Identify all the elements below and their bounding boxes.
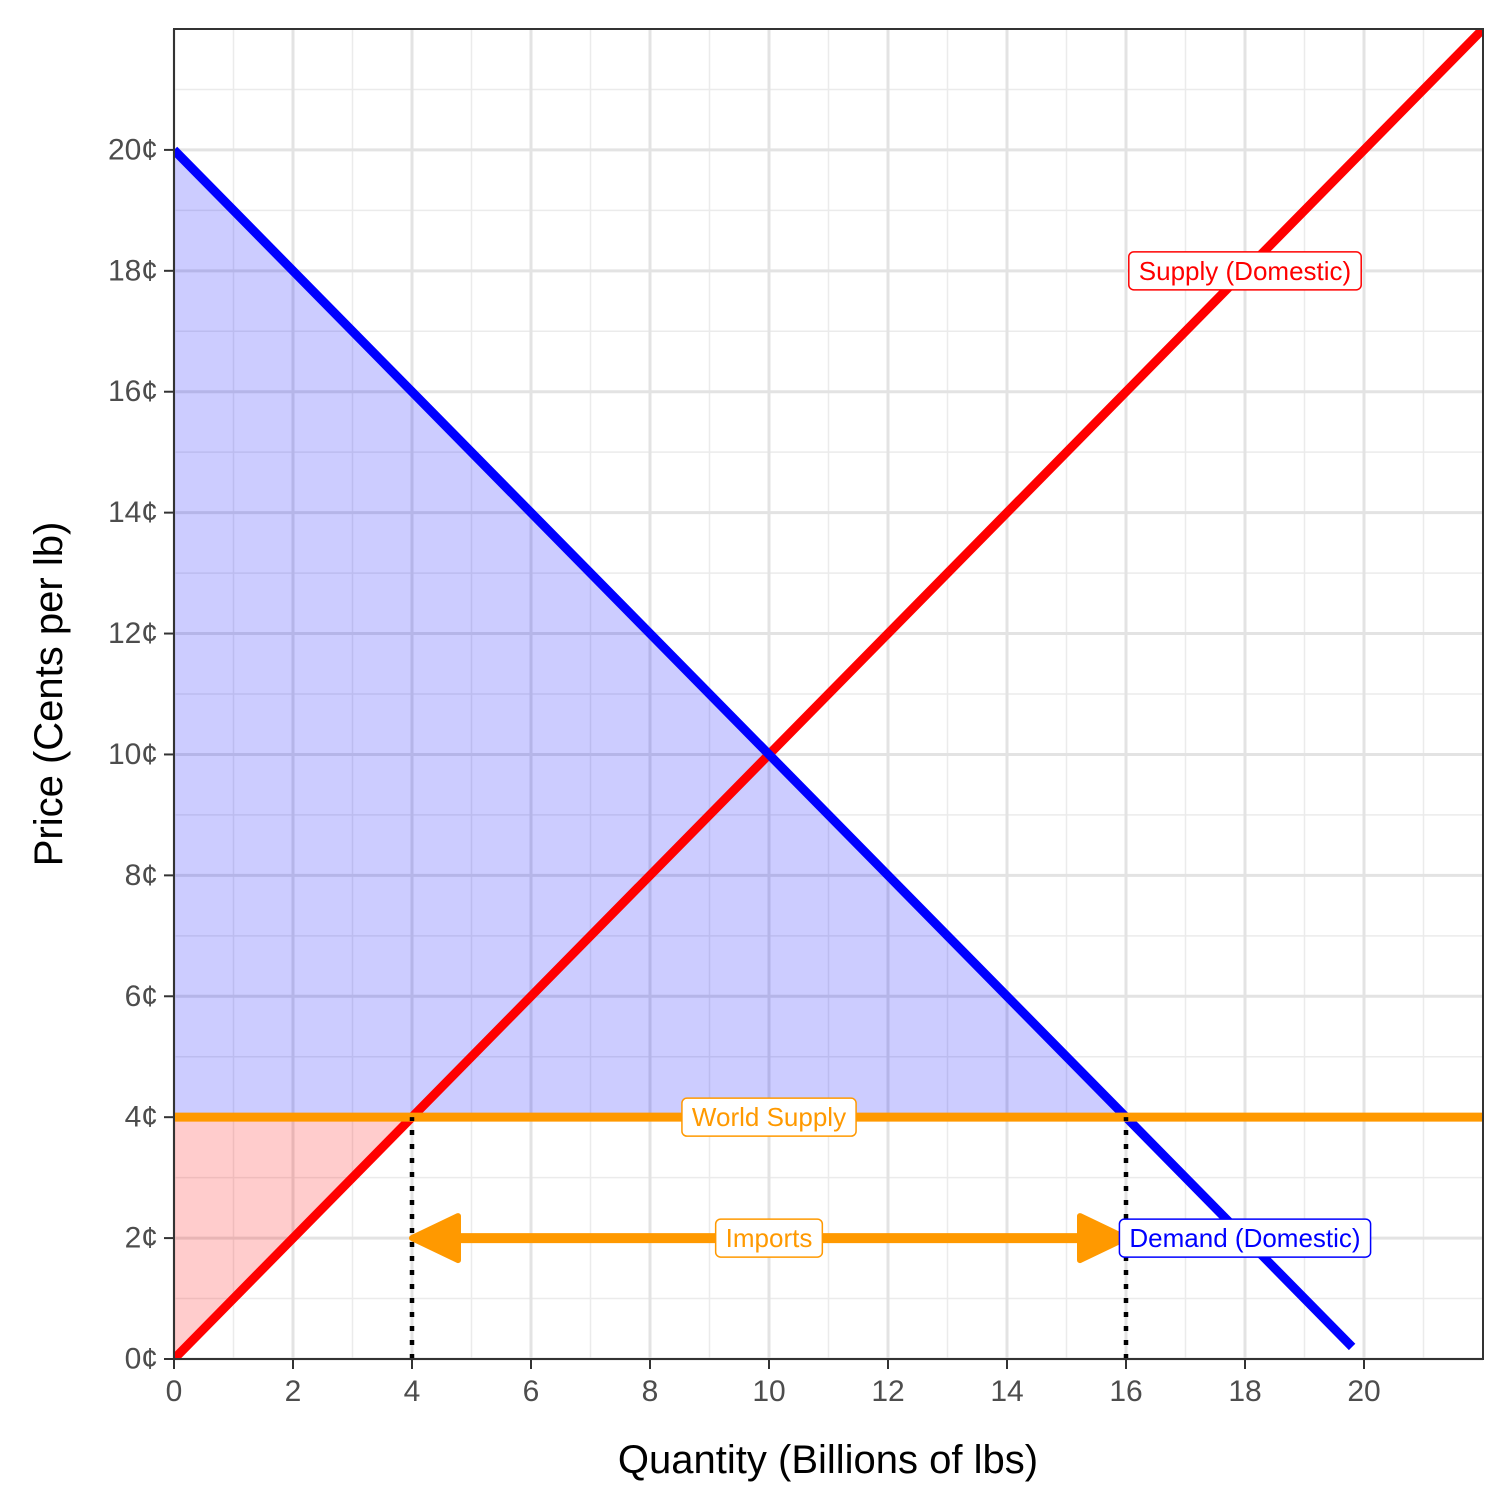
supply-domestic-label: Supply (Domestic) <box>1128 251 1362 291</box>
imports-arrow-head-left <box>409 1213 461 1264</box>
y-tick-label: 6¢ <box>125 980 158 1013</box>
annotation-labels: Supply (Domestic) World Supply Imports Dema… <box>681 251 1372 1258</box>
y-tick-label: 0¢ <box>125 1343 158 1376</box>
panel-border <box>173 28 1484 1360</box>
y-tick-label: 18¢ <box>108 254 158 287</box>
supply-domestic-label-box <box>1128 251 1362 291</box>
imports-label: Imports <box>714 1218 824 1258</box>
y-tick-label: 16¢ <box>108 375 158 408</box>
imports-label-box <box>714 1218 824 1258</box>
x-tick-label: 8 <box>642 1375 659 1408</box>
y-tick-label: 2¢ <box>125 1222 158 1255</box>
demand-domestic-label-text: Demand (Domestic) <box>1129 1223 1360 1253</box>
y-tick-label: 12¢ <box>108 617 158 650</box>
demand-domestic-label-box <box>1118 1218 1372 1258</box>
y-tick-label: 20¢ <box>108 133 158 166</box>
world-supply-label-text: World Supply <box>692 1102 846 1132</box>
x-tick-label: 18 <box>1228 1375 1261 1408</box>
demand-domestic-line <box>174 146 1356 1351</box>
x-tick-label: 2 <box>285 1375 302 1408</box>
imports-arrow-head-right <box>1077 1213 1129 1264</box>
x-tick-label: 16 <box>1109 1375 1142 1408</box>
x-axis-title: Quantity (Billions of lbs) <box>618 1438 1038 1482</box>
x-tick-label: 10 <box>752 1375 785 1408</box>
y-tick-label: 4¢ <box>125 1101 158 1134</box>
supply-domestic-line <box>174 29 1483 1359</box>
y-tick-label: 14¢ <box>108 496 158 529</box>
y-tick-label: 10¢ <box>108 738 158 771</box>
world-supply-label-box <box>681 1097 857 1137</box>
x-tick-label: 12 <box>871 1375 904 1408</box>
x-tick-label: 6 <box>523 1375 540 1408</box>
x-tick-label: 4 <box>404 1375 421 1408</box>
supply-domestic-label-text: Supply (Domestic) <box>1139 256 1351 286</box>
x-tick-label: 20 <box>1347 1375 1380 1408</box>
y-axis-title: Price (Cents per lb) <box>27 522 71 867</box>
demand-domestic-label: Demand (Domestic) <box>1118 1218 1372 1258</box>
y-tick-label: 8¢ <box>125 859 158 892</box>
imports-label-text: Imports <box>726 1223 813 1253</box>
x-tick-label: 0 <box>166 1375 183 1408</box>
x-axis-ticks: 0 2 4 6 8 10 12 14 16 18 20 <box>166 1359 1381 1408</box>
grid-minor <box>174 29 1483 1359</box>
y-axis-ticks: 0¢ 2¢ 4¢ 6¢ 8¢ 10¢ 12¢ 14¢ 16¢ 18¢ 20¢ <box>108 133 174 1376</box>
x-tick-label: 14 <box>990 1375 1023 1408</box>
world-supply-label: World Supply <box>681 1097 857 1137</box>
